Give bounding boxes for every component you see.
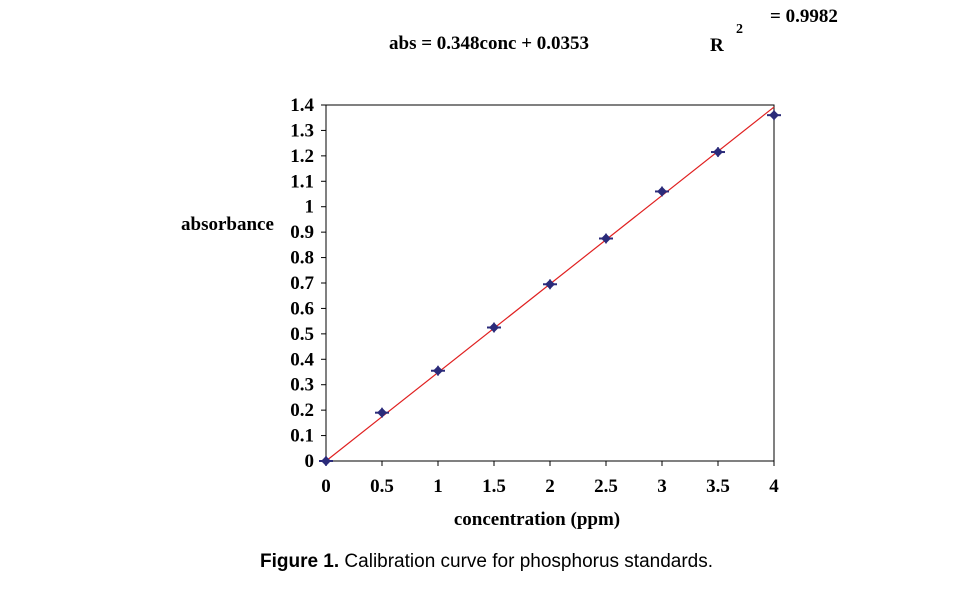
data-point-marker — [769, 110, 779, 121]
x-tick-label: 3.5 — [706, 476, 730, 497]
regression-equation: abs = 0.348conc + 0.0353 — [389, 33, 589, 54]
y-tick-label: 0 — [305, 451, 315, 472]
data-point-marker — [433, 365, 443, 376]
x-tick-label: 1.5 — [482, 476, 506, 497]
y-tick-label: 0.3 — [290, 375, 314, 396]
y-tick-label: 1.4 — [290, 95, 314, 116]
x-tick-label: 1 — [433, 476, 443, 497]
y-tick-label: 0.7 — [290, 273, 314, 294]
x-tick-label: 0.5 — [370, 476, 394, 497]
y-tick-label: 0.8 — [290, 248, 314, 269]
data-point-marker — [713, 147, 723, 157]
x-tick-label: 3 — [657, 476, 667, 497]
data-point — [319, 456, 333, 466]
r-squared-superscript: 2 — [736, 22, 743, 37]
data-point — [767, 110, 781, 121]
data-point-marker — [545, 279, 555, 290]
y-tick-label: 0.1 — [290, 426, 314, 447]
data-point — [487, 322, 501, 333]
data-point-marker — [377, 407, 387, 418]
y-tick-label: 0.4 — [290, 349, 314, 370]
data-points — [319, 110, 781, 466]
figure-caption: Figure 1. Calibration curve for phosphor… — [0, 551, 973, 573]
y-tick-label: 1.2 — [290, 146, 314, 167]
y-tick-label: 0.5 — [290, 324, 314, 345]
y-tick-label: 1.1 — [290, 171, 314, 192]
data-point-marker — [489, 322, 499, 333]
y-axis-label: absorbance — [181, 214, 274, 235]
y-tick-label: 1 — [305, 197, 315, 218]
x-tick-label: 2.5 — [594, 476, 618, 497]
data-point — [655, 186, 669, 197]
caption-text: Calibration curve for phosphorus standar… — [339, 551, 714, 572]
data-point-marker — [657, 186, 667, 197]
caption-label: Figure 1. — [259, 551, 340, 572]
y-tick-label: 0.6 — [290, 298, 314, 319]
y-tick-label: 1.3 — [290, 120, 314, 141]
data-point — [711, 147, 725, 158]
data-point — [599, 233, 613, 244]
y-tick-label: 0.9 — [290, 222, 314, 243]
x-tick-label: 2 — [545, 476, 555, 497]
x-tick-label: 4 — [769, 476, 779, 497]
x-axis-label: concentration (ppm) — [454, 509, 620, 530]
data-point — [375, 407, 389, 418]
x-tick-label: 0 — [321, 476, 331, 497]
data-point — [543, 279, 557, 290]
y-tick-label: 0.2 — [290, 400, 314, 421]
data-point-marker — [601, 233, 611, 244]
data-point — [431, 365, 445, 376]
y-axis: 0 0.1 0.2 0.3 0.4 0.5 0.6 0.7 0.8 0.9 1 1.1 1.2 1.3 1.… — [290, 95, 326, 472]
data-point-marker — [321, 456, 331, 466]
r-squared-value: = 0.9982 — [770, 6, 838, 27]
r-squared-label: R — [710, 35, 724, 56]
x-axis: 0 0.5 1 1.5 2 2.5 3 3.5 4 — [321, 461, 779, 497]
